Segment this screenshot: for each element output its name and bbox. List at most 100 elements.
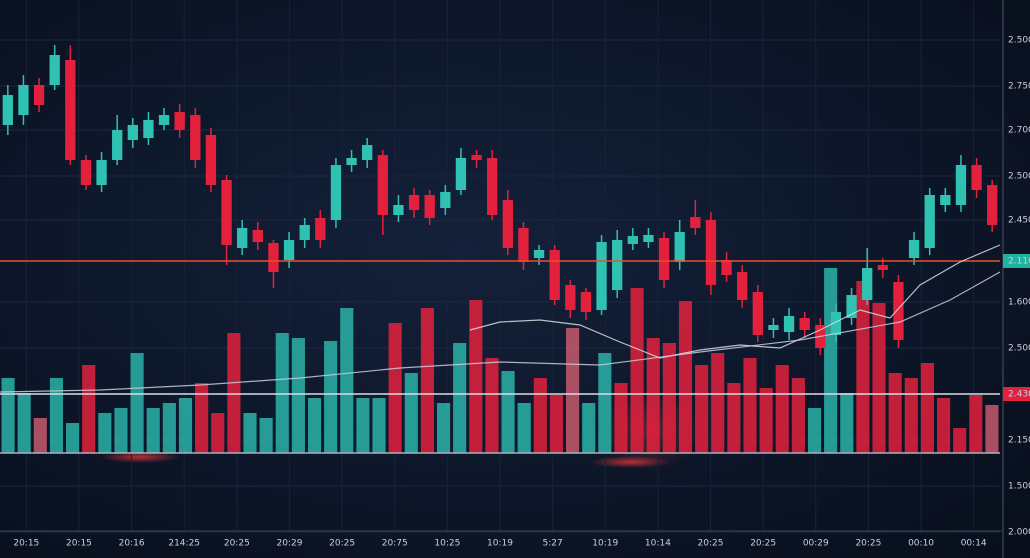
candle-body [455, 158, 467, 190]
candle-body [768, 325, 779, 330]
volume-bar [436, 403, 451, 453]
volume-bar [598, 353, 612, 453]
y-tick-label: 2.500 [1008, 36, 1030, 46]
volume-bar [211, 413, 225, 453]
y-tick-label: 2.430 [1008, 390, 1030, 400]
x-tick-label: 20:25 [329, 539, 355, 549]
candle-body [299, 225, 310, 240]
volume-bar [888, 373, 902, 453]
x-tick-label: 20:75 [382, 539, 408, 549]
volume-bar [453, 343, 467, 453]
candle-body [533, 250, 545, 258]
candle-body [862, 268, 873, 300]
volume-bar [162, 403, 176, 453]
volume-bar [469, 300, 483, 453]
volume-bar [275, 333, 289, 453]
volume-bar [17, 393, 31, 453]
volume-bar [662, 343, 676, 453]
candle-body [643, 235, 654, 242]
x-tick-label: 20:25 [855, 539, 881, 549]
y-tick-label: 2.110 [1008, 257, 1030, 267]
volume-bar [759, 388, 773, 453]
y-tick-label: 2.150 [1008, 436, 1030, 446]
candle-body [143, 120, 154, 138]
volume-bar [307, 398, 322, 453]
volume-bar [775, 365, 789, 453]
x-tick-label: 10:14 [645, 539, 671, 549]
volume-bar [146, 408, 160, 453]
y-tick-label: 2.450 [1008, 216, 1030, 226]
candle-body [783, 316, 795, 332]
y-tick-label: 1.500 [1008, 482, 1030, 492]
x-tick-label: 214:25 [168, 539, 200, 549]
candle-body [518, 228, 529, 262]
volume-bar [259, 418, 273, 453]
candle-body [565, 285, 576, 310]
volume-bar [501, 371, 515, 453]
candle-body [549, 250, 560, 300]
candle-body [65, 60, 76, 160]
candle-body [955, 165, 967, 205]
volume-bar [695, 365, 709, 453]
y-tick-label: 2.500 [1008, 344, 1030, 354]
candle-body [940, 195, 951, 205]
axis-labels: 2.500 2.750 2.700 2.500 2.450 2.110 1.600 2.500… [13, 36, 1030, 549]
candle-body [283, 240, 295, 260]
candle-body [502, 200, 513, 248]
candle-body [190, 115, 201, 160]
volume-bar [404, 373, 418, 453]
candle-body [596, 242, 607, 310]
volume-bar [856, 281, 870, 453]
x-tick-label: 20:15 [13, 539, 39, 549]
candle-body [18, 85, 29, 115]
candle-body [96, 160, 107, 185]
candle-body [221, 180, 232, 245]
y-tick-label: 2.750 [1008, 82, 1030, 92]
volume-bar [1, 378, 15, 453]
volume-bar [420, 308, 434, 453]
candle-body [580, 292, 592, 312]
candle-body [690, 217, 701, 228]
volume-bar [743, 358, 757, 453]
volume-bar [243, 413, 257, 453]
candle-body [987, 185, 998, 225]
x-tick-label: 00:14 [961, 539, 987, 549]
volume-bar [98, 413, 112, 453]
x-tick-label: 10:19 [487, 539, 513, 549]
candle-body [268, 243, 279, 272]
volume-bar [582, 403, 596, 453]
candle-body [330, 165, 342, 220]
x-tick-label: 20:16 [119, 539, 145, 549]
volume-bar [614, 383, 628, 453]
volume-bar [388, 323, 402, 453]
candle-body [393, 205, 404, 215]
candle-body [2, 95, 13, 125]
x-tick-label: 5:27 [543, 539, 563, 549]
candle-body [80, 160, 92, 185]
volume-bars [1, 268, 999, 453]
volume-bar [566, 328, 580, 453]
candle-body [252, 230, 263, 242]
y-tick-label: 1.600 [1008, 298, 1030, 308]
volume-bar [630, 288, 644, 453]
candle-body [908, 240, 920, 258]
volume-bar [372, 398, 386, 453]
volume-bar [646, 338, 660, 453]
candle-body [924, 195, 935, 248]
volume-bar [791, 378, 805, 453]
volume-bar [549, 395, 564, 453]
candle-body [752, 292, 763, 335]
x-tick-label: 20:25 [698, 539, 724, 549]
volume-bar [227, 333, 241, 453]
x-tick-label: 10:19 [592, 539, 618, 549]
volume-bar [953, 428, 967, 453]
candle-body [174, 112, 185, 130]
candle-body [705, 220, 717, 285]
volume-bar [678, 301, 693, 453]
volume-bar [533, 378, 547, 453]
volume-bar [807, 408, 822, 453]
candle-body [612, 240, 623, 290]
candle-body [830, 312, 842, 335]
volume-bar [114, 408, 128, 453]
